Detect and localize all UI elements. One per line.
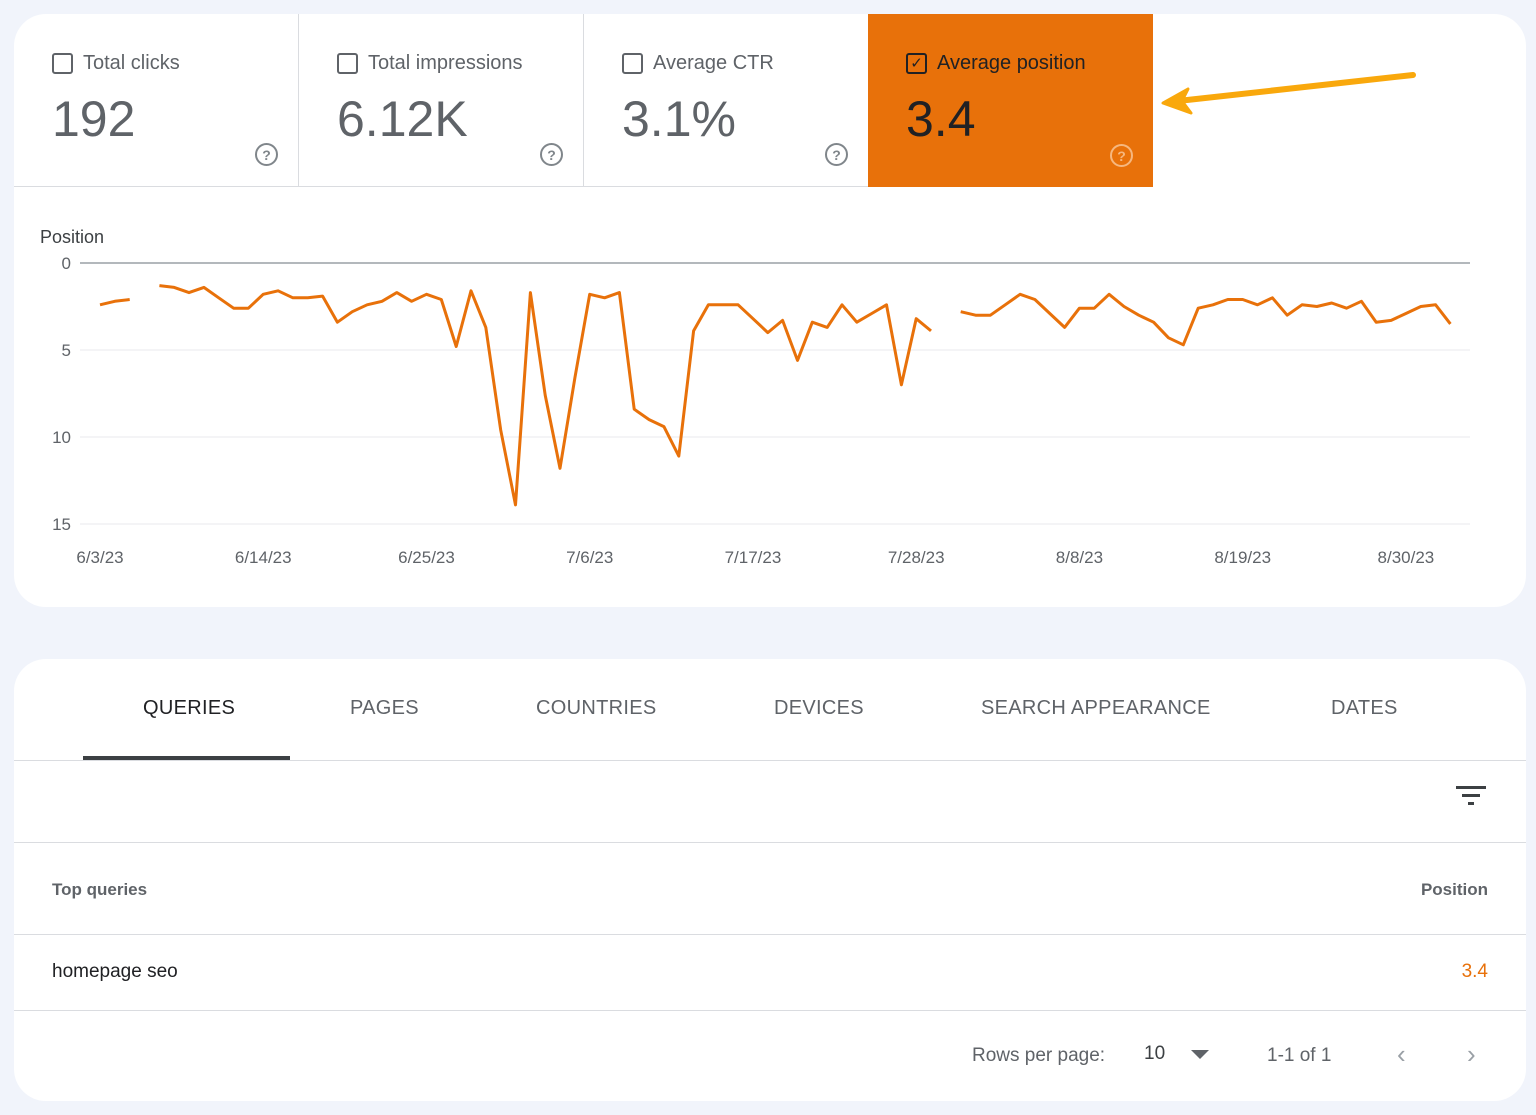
help-icon[interactable]: ? (825, 143, 848, 166)
x-tick-label: 7/17/23 (725, 548, 782, 567)
y-tick-label: 0 (62, 254, 71, 273)
metric-total-clicks[interactable]: Total clicks 192 ? (14, 14, 299, 187)
metric-average-ctr[interactable]: Average CTR 3.1% ? (584, 14, 869, 187)
checkbox-icon[interactable] (52, 53, 73, 74)
rows-per-page-label: Rows per page: (972, 1045, 1106, 1066)
series-line-segment (99, 298, 130, 307)
position-cell: 3.4 (1461, 961, 1488, 982)
help-icon[interactable]: ? (1110, 144, 1133, 167)
checkbox-checked-icon[interactable]: ✓ (906, 53, 927, 74)
query-cell: homepage seo (52, 961, 178, 982)
x-tick-label: 7/6/23 (566, 548, 613, 567)
filter-icon[interactable] (1456, 786, 1488, 808)
metric-average-position[interactable]: ✓ Average position 3.4 ? (868, 14, 1153, 187)
results-table-card: QUERIES PAGES COUNTRIES DEVICES SEARCH APPEA… (14, 659, 1526, 1101)
x-tick-label: 6/14/23 (235, 548, 292, 567)
x-tick-label: 7/28/23 (888, 548, 945, 567)
active-tab-indicator (83, 756, 290, 760)
position-chart: Position 0 5 10 15 6/3/23 6/14/23 6/25/23 7/6/2… (40, 72, 1470, 567)
column-header-top-queries[interactable]: Top queries (52, 880, 148, 899)
previous-page-icon[interactable]: ‹ (1397, 1039, 1406, 1069)
y-tick-label: 10 (52, 428, 71, 447)
x-tick-label: 8/8/23 (1056, 548, 1103, 567)
y-axis-label: Position (40, 227, 104, 247)
series-line-segment (960, 292, 1452, 347)
tab-devices[interactable]: DEVICES (774, 697, 864, 719)
dropdown-arrow-icon (1191, 1049, 1210, 1059)
column-header-position[interactable]: Position (1420, 880, 1488, 899)
y-tick-label: 15 (52, 515, 71, 534)
metric-label: Total clicks (83, 52, 180, 74)
next-page-icon[interactable]: › (1467, 1039, 1476, 1069)
performance-card: Total clicks 192 ? Total impressions 6.1… (14, 14, 1526, 607)
rows-per-page-value: 10 (1144, 1043, 1166, 1064)
series-line-segment (159, 284, 932, 507)
tab-pages[interactable]: PAGES (350, 697, 419, 719)
x-tick-label: 8/30/23 (1378, 548, 1435, 567)
y-tick-label: 5 (62, 341, 71, 360)
help-icon[interactable]: ? (540, 143, 563, 166)
metric-value: 6.12K (337, 91, 468, 147)
x-tick-label: 6/25/23 (398, 548, 455, 567)
tab-queries[interactable]: QUERIES (143, 697, 236, 719)
metric-label: Average CTR (653, 52, 774, 74)
metric-total-impressions[interactable]: Total impressions 6.12K ? (299, 14, 584, 187)
help-icon[interactable]: ? (255, 143, 278, 166)
x-tick-label: 6/3/23 (76, 548, 123, 567)
tab-search-appearance[interactable]: SEARCH APPEARANCE (981, 697, 1211, 719)
metric-label: Total impressions (368, 52, 523, 74)
x-tick-label: 8/19/23 (1214, 548, 1271, 567)
annotation-arrow (1161, 72, 1416, 115)
tab-dates[interactable]: DATES (1331, 697, 1398, 719)
tab-countries[interactable]: COUNTRIES (536, 697, 657, 719)
checkbox-icon[interactable] (337, 53, 358, 74)
metric-value: 3.1% (622, 91, 736, 147)
checkbox-icon[interactable] (622, 53, 643, 74)
metric-value: 3.4 (906, 91, 976, 147)
metric-value: 192 (52, 91, 136, 147)
metric-label: Average position (937, 52, 1086, 74)
rows-per-page-select[interactable]: 10 (1144, 1043, 1210, 1065)
pagination-range: 1-1 of 1 (1267, 1045, 1332, 1066)
